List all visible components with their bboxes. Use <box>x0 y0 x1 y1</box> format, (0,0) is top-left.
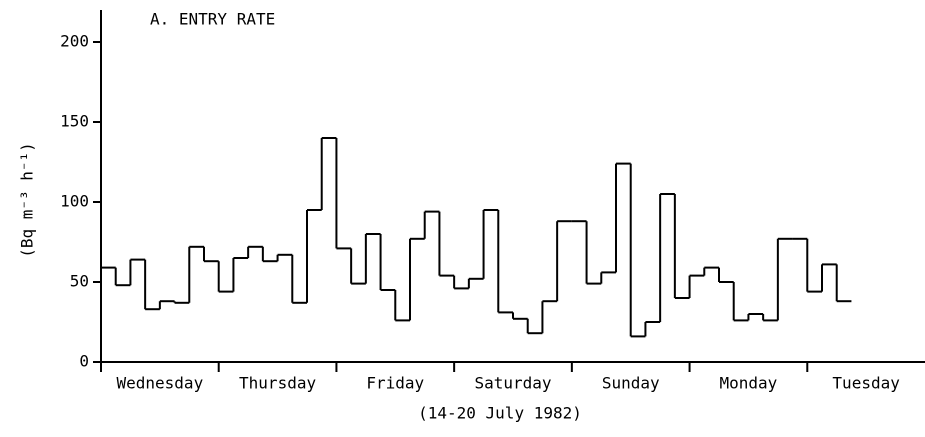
y-axis-label: (Bq m⁻³ h⁻¹) <box>18 142 37 258</box>
x-tick-label: Thursday <box>239 374 316 393</box>
x-tick-label: Saturday <box>474 374 551 393</box>
step-connectors <box>114 138 838 337</box>
y-tick-label: 100 <box>60 192 89 211</box>
x-tick-label: Wednesday <box>117 374 204 393</box>
x-tick-label: Friday <box>366 374 424 393</box>
y-tick-label: 150 <box>60 112 89 131</box>
x-axis-label: (14-20 July 1982) <box>418 404 582 423</box>
y-tick-label: 0 <box>79 352 89 371</box>
y-tick-label: 200 <box>60 32 89 51</box>
x-tick-label: Tuesday <box>832 374 900 393</box>
chart-title: A. ENTRY RATE <box>150 10 275 29</box>
y-tick-label: 50 <box>70 272 89 291</box>
x-tick-label: Sunday <box>602 374 660 393</box>
x-tick-label: Monday <box>720 374 778 393</box>
